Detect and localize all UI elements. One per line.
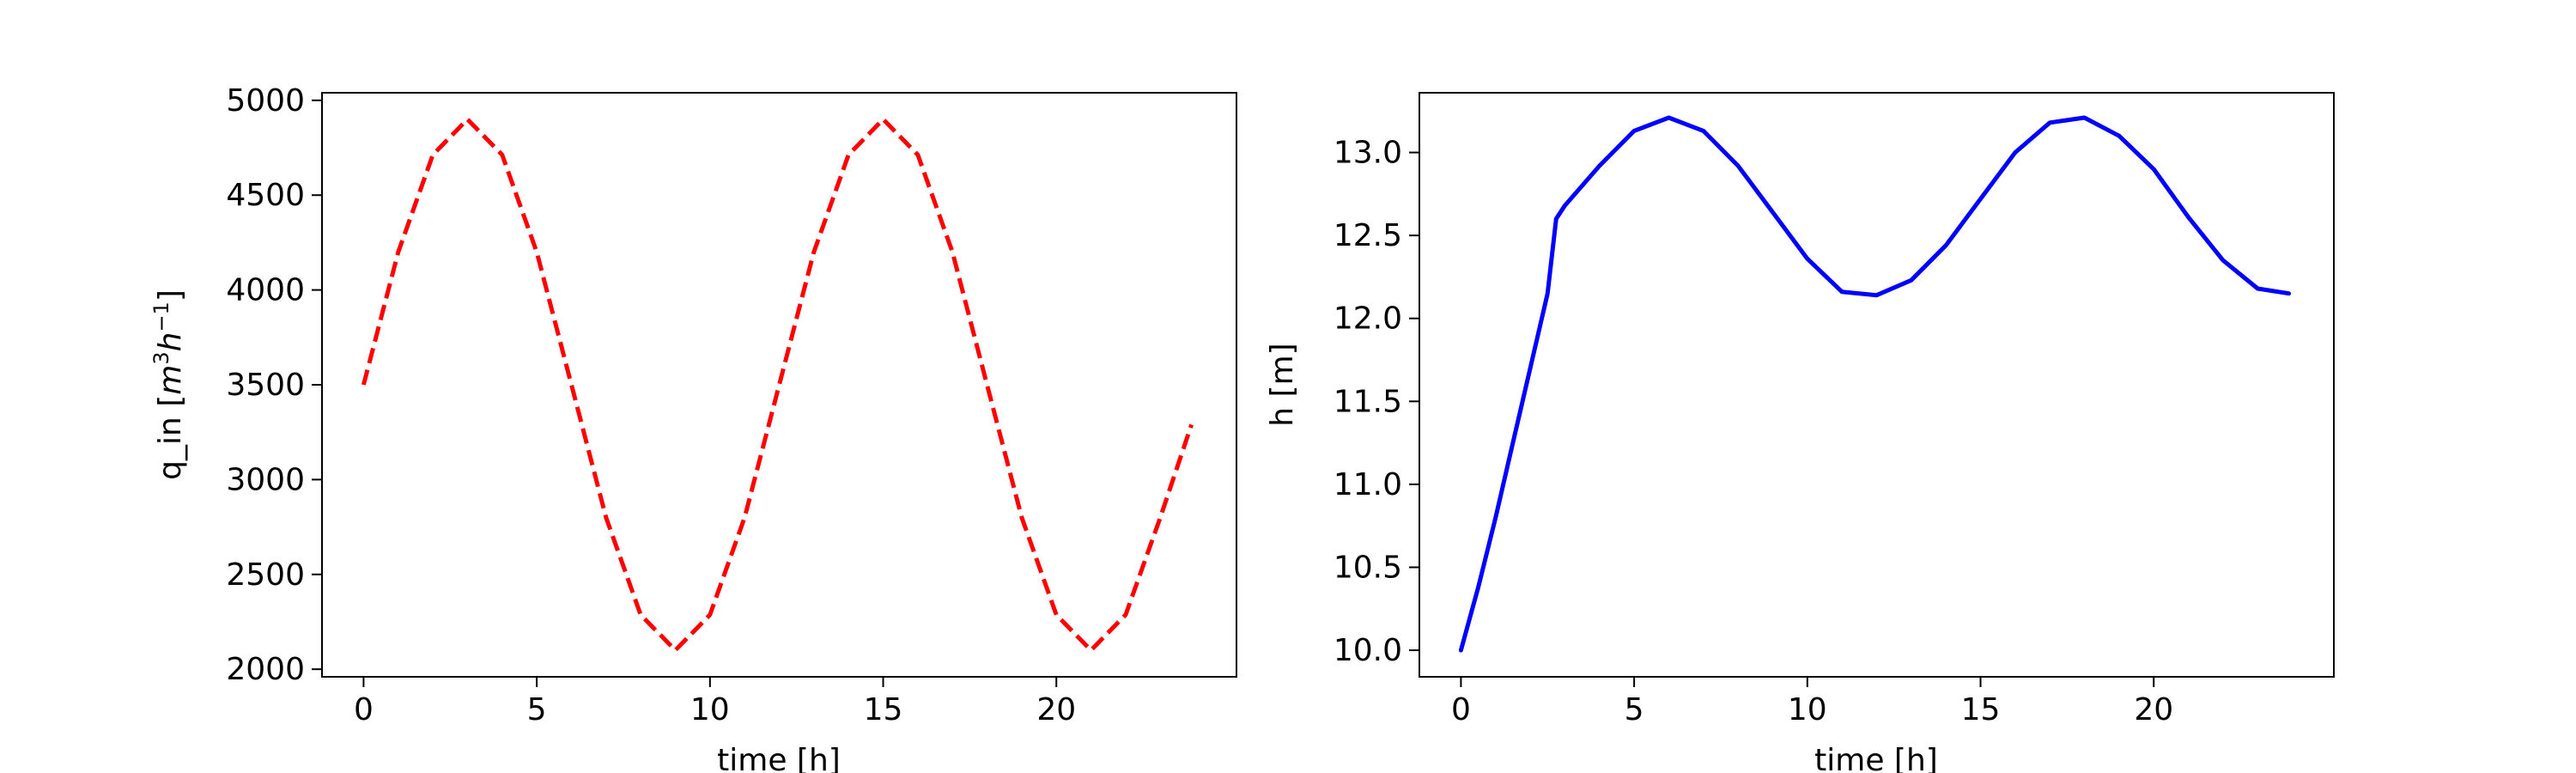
left-series-line-0 bbox=[361, 117, 1194, 653]
right-y-tick-label-4: 12.0 bbox=[1334, 301, 1402, 337]
left-y-tick-label-3: 3500 bbox=[226, 368, 305, 403]
right-series-line-0 bbox=[1458, 115, 2292, 653]
right-x-tick-label-3: 15 bbox=[1961, 692, 2001, 727]
left-y-tick-label-0: 2000 bbox=[226, 652, 305, 687]
right-y-tick-label-6: 13.0 bbox=[1334, 136, 1402, 171]
left-y-axis-ticks: 2000 2500 3000 3500 4000 4500 5000 bbox=[226, 83, 322, 687]
right-x-axis-ticks: 0 5 10 15 20 bbox=[1451, 677, 2173, 727]
right-y-axis-ticks: 10.0 10.5 11.0 11.5 12.0 12.5 13.0 bbox=[1334, 136, 1419, 668]
left-y-tick-label-6: 5000 bbox=[226, 83, 305, 119]
right-y-tick-label-3: 11.5 bbox=[1334, 384, 1402, 419]
right-plot-frame bbox=[1419, 92, 2335, 678]
right-y-tick-label-0: 10.0 bbox=[1334, 633, 1402, 668]
right-x-tick-label-0: 0 bbox=[1451, 692, 1471, 727]
left-y-tick-label-2: 3000 bbox=[226, 462, 305, 497]
right-plot-area bbox=[1458, 115, 2292, 653]
left-chart: 0 5 10 15 20 2000 2500 3000 3500 4000 4500 5000 ti… bbox=[149, 83, 1237, 773]
left-x-tick-label-1: 5 bbox=[527, 692, 547, 727]
left-plot-area bbox=[361, 117, 1194, 653]
left-x-tick-label-4: 20 bbox=[1036, 692, 1076, 727]
left-y-axis-label: q_in [m3h−1] bbox=[149, 289, 188, 480]
right-y-tick-label-2: 11.0 bbox=[1334, 467, 1402, 502]
right-x-tick-label-4: 20 bbox=[2134, 692, 2173, 727]
left-x-tick-label-2: 10 bbox=[690, 692, 730, 727]
left-y-tick-label-4: 4000 bbox=[226, 273, 305, 308]
right-x-tick-label-1: 5 bbox=[1625, 692, 1644, 727]
right-chart: 0 5 10 15 20 10.0 10.5 11.0 11.5 12.0 12.5 13.0 ti… bbox=[1265, 92, 2335, 773]
left-x-axis-label: time [h] bbox=[717, 743, 841, 773]
right-x-tick-label-2: 10 bbox=[1788, 692, 1827, 727]
right-y-tick-label-5: 12.5 bbox=[1334, 218, 1402, 253]
left-y-tick-label-5: 4500 bbox=[226, 178, 305, 213]
right-y-tick-label-1: 10.5 bbox=[1334, 551, 1402, 586]
left-y-tick-label-1: 2500 bbox=[226, 557, 305, 593]
left-x-tick-label-3: 15 bbox=[864, 692, 903, 727]
right-x-axis-label: time [h] bbox=[1814, 743, 1938, 773]
right-y-axis-label: h [m] bbox=[1265, 343, 1300, 426]
left-x-tick-label-0: 0 bbox=[354, 692, 374, 727]
left-x-axis-ticks: 0 5 10 15 20 bbox=[354, 677, 1076, 727]
